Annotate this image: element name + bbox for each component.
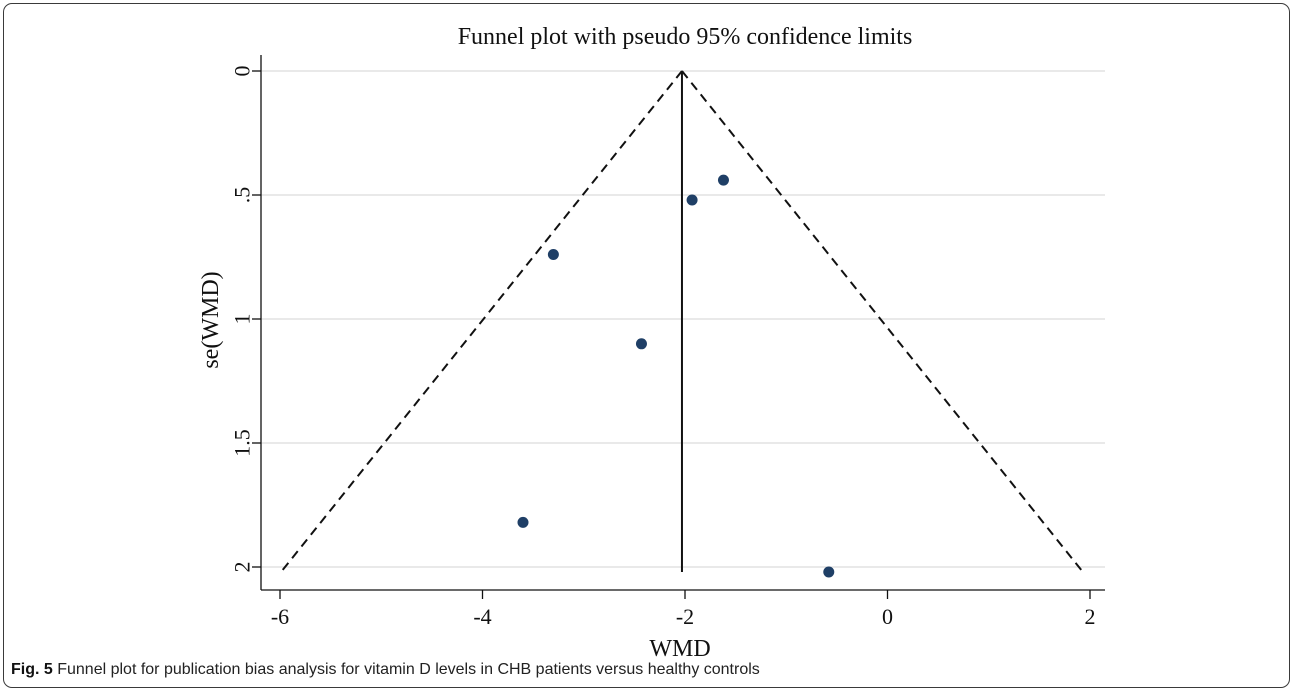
y-tick-label-4: 2	[230, 562, 255, 573]
data-points	[517, 174, 835, 578]
y-tick-labels: 0 .5 1 1.5 2	[230, 66, 255, 573]
y-axis-label: se(WMD)	[198, 271, 224, 368]
study-point-4	[635, 338, 647, 350]
x-tick-labels: -6 -4 -2 0 2	[271, 604, 1096, 629]
x-tick-label-0: -6	[271, 604, 289, 629]
grid-lines	[261, 70, 1105, 568]
x-tick-label-2: -2	[676, 604, 694, 629]
study-point-3	[547, 249, 559, 261]
figure-caption: Fig. 5 Funnel plot for publication bias …	[11, 661, 1281, 679]
study-point-1	[717, 174, 729, 186]
y-tick-label-3: 1.5	[230, 429, 255, 457]
funnel-lines	[280, 70, 1084, 573]
study-point-2	[686, 194, 698, 206]
x-axis-label: WMD	[649, 636, 710, 660]
chart-title: Funnel plot with pseudo 95% confidence l…	[458, 24, 913, 50]
y-tick-label-1: .5	[230, 187, 255, 204]
y-tick-label-2: 1	[230, 314, 255, 325]
axes	[252, 55, 1105, 599]
x-tick-label-1: -4	[473, 604, 491, 629]
study-point-5	[517, 516, 529, 528]
y-tick-label-0: 0	[230, 66, 255, 77]
upper-confidence-limit	[681, 70, 1084, 573]
figure-label: Fig. 5	[11, 661, 53, 678]
lower-confidence-limit	[280, 70, 683, 573]
x-tick-label-3: 0	[882, 604, 893, 629]
study-point-6	[823, 566, 835, 578]
caption-text: Funnel plot for publication bias analysi…	[52, 661, 760, 678]
funnel-plot: Funnel plot with pseudo 95% confidence l…	[198, 24, 1105, 660]
x-tick-label-4: 2	[1085, 604, 1096, 629]
